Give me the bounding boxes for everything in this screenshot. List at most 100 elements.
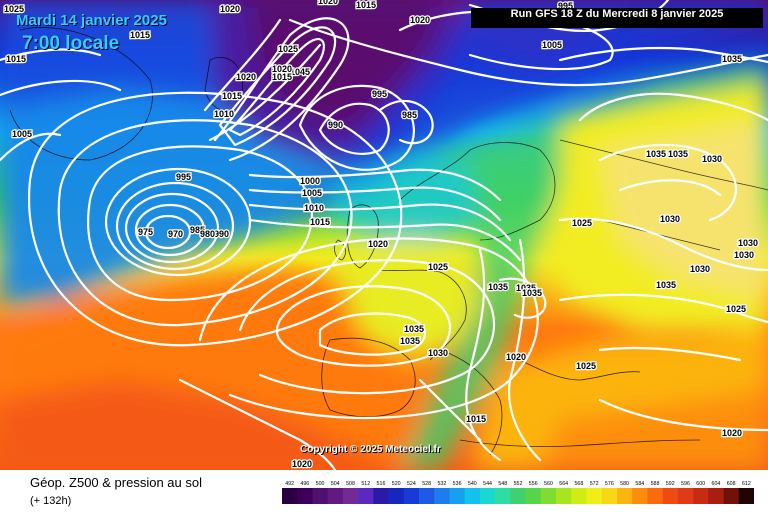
forecast-map: 1025 1020 1020 1015 1015 1015 1005 1025 … xyxy=(0,0,768,470)
scale-label-592: 592 xyxy=(666,481,675,487)
label-1035-iberia: 1035 xyxy=(404,324,424,334)
scale-swatch-492 xyxy=(282,488,298,504)
scale-swatch-592 xyxy=(662,488,679,504)
label-1000-sea: 1000 xyxy=(300,176,320,186)
label-1030-east-2: 1030 xyxy=(734,250,754,260)
scale-swatch-520 xyxy=(388,488,405,504)
run-banner: Run GFS 18 Z du Mercredi 8 janvier 2025 xyxy=(471,8,763,28)
scale-label-504: 504 xyxy=(331,481,340,487)
label-1025-iceland: 1025 xyxy=(278,44,298,54)
scale-label-560: 560 xyxy=(544,481,553,487)
pressure-labels: 1025 1020 1020 1015 1015 1015 1005 1025 … xyxy=(3,0,760,470)
scale-swatch-564 xyxy=(556,488,572,504)
color-scale: 492 496 500 504 508 512 516 520 524 528 532 536 540 5… xyxy=(282,481,754,504)
scale-label-596: 596 xyxy=(681,481,690,487)
label-1025-europe: 1025 xyxy=(572,218,592,228)
copyright: Copyright © 2025 Meteociel.fr xyxy=(300,444,441,455)
scale-swatch-500 xyxy=(312,488,328,504)
scale-label-536: 536 xyxy=(453,481,462,487)
label-1025-balkans: 1025 xyxy=(576,361,596,371)
scale-label-604: 604 xyxy=(712,481,721,487)
label-1035-alps: 1035 xyxy=(488,282,508,292)
scale-swatch-600 xyxy=(693,488,709,504)
label-1005-sea: 1005 xyxy=(302,188,322,198)
isobars xyxy=(0,0,768,470)
scale-swatch-556 xyxy=(525,488,542,504)
scale-swatch-532 xyxy=(434,488,450,504)
label-1020-iceland: 1020 xyxy=(236,72,256,82)
label-1005-arctic: 1005 xyxy=(542,40,562,50)
label-990-low: 990 xyxy=(214,229,229,239)
legend-title: Géop. Z500 & pression au sol xyxy=(30,475,202,490)
label-1045-greenland: 1045 xyxy=(290,67,310,77)
label-1015-left: 1015 xyxy=(130,30,150,40)
scale-swatch-580 xyxy=(616,488,633,504)
scale-swatch-584 xyxy=(632,488,648,504)
scale-swatch-516 xyxy=(373,488,389,504)
scale-label-612: 612 xyxy=(742,481,751,487)
scale-label-580: 580 xyxy=(620,481,629,487)
scale-label-568: 568 xyxy=(574,481,583,487)
scale-swatch-540 xyxy=(464,488,481,504)
scale-label-516: 516 xyxy=(377,481,386,487)
scale-swatch-496 xyxy=(297,488,313,504)
scale-label-564: 564 xyxy=(559,481,568,487)
scale-label-588: 588 xyxy=(651,481,660,487)
label-1030-russia-2: 1030 xyxy=(660,214,680,224)
scale-label-524: 524 xyxy=(407,481,416,487)
label-1005-left: 1005 xyxy=(12,129,32,139)
label-1020-sw: 1020 xyxy=(292,459,312,469)
scale-swatch-548 xyxy=(495,488,511,504)
label-1010-sea: 1010 xyxy=(304,203,324,213)
label-1025-east: 1025 xyxy=(726,304,746,314)
label-1020-gr: 1020 xyxy=(272,64,292,74)
scale-swatch-508 xyxy=(342,488,359,504)
scale-label-508: 508 xyxy=(346,481,355,487)
scale-swatch-572 xyxy=(586,488,603,504)
scale-label-532: 532 xyxy=(437,481,446,487)
label-1015-gr: 1015 xyxy=(272,72,292,82)
scale-label-500: 500 xyxy=(316,481,325,487)
scale-label-544: 544 xyxy=(483,481,492,487)
label-1020-med: 1020 xyxy=(506,352,526,362)
forecast-date: Mardi 14 janvier 2025 xyxy=(16,12,167,29)
coastlines xyxy=(9,27,768,456)
scale-swatch-604 xyxy=(708,488,724,504)
label-1015-sea: 1015 xyxy=(310,217,330,227)
label-1035-alps-3: 1035 xyxy=(522,288,542,298)
scale-label-576: 576 xyxy=(605,481,614,487)
scale-swatch-536 xyxy=(449,488,466,504)
scale-swatch-528 xyxy=(419,488,435,504)
label-985-norway: 985 xyxy=(402,110,417,120)
scale-swatch-576 xyxy=(601,488,618,504)
label-1035-russia: 1035 xyxy=(646,149,666,159)
label-1015-iceland: 1015 xyxy=(222,91,242,101)
label-980-low: 980 xyxy=(200,229,215,239)
label-1020-top-2: 1020 xyxy=(318,0,338,6)
label-1035-iberia-2: 1035 xyxy=(400,336,420,346)
label-1010-iceland: 1010 xyxy=(214,109,234,119)
scale-swatch-596 xyxy=(677,488,694,504)
scale-label-528: 528 xyxy=(422,481,431,487)
legend-footer: Géop. Z500 & pression au sol (+ 132h) 49… xyxy=(0,470,768,512)
label-1015-med: 1015 xyxy=(466,414,486,424)
label-1030-east-3: 1030 xyxy=(690,264,710,274)
scale-swatch-512 xyxy=(358,488,374,504)
scale-swatch-524 xyxy=(403,488,420,504)
label-1035-alps-2: 1035 xyxy=(516,283,536,293)
label-1020-uk: 1020 xyxy=(368,239,388,249)
forecast-local-time: 7:00 locale xyxy=(22,33,120,54)
scale-label-512: 512 xyxy=(361,481,370,487)
label-1020-arctic: 1020 xyxy=(410,15,430,25)
label-995-norway: 995 xyxy=(372,89,387,99)
scale-label-552: 552 xyxy=(514,481,523,487)
label-1035-ne: 1035 xyxy=(722,54,742,64)
scale-swatch-560 xyxy=(540,488,557,504)
scale-label-608: 608 xyxy=(727,481,736,487)
scale-swatch-552 xyxy=(510,488,526,504)
label-1025-top-left: 1025 xyxy=(4,4,24,14)
label-1015-top: 1015 xyxy=(356,0,376,10)
label-975-low: 975 xyxy=(138,227,153,237)
label-1035-east: 1035 xyxy=(656,280,676,290)
